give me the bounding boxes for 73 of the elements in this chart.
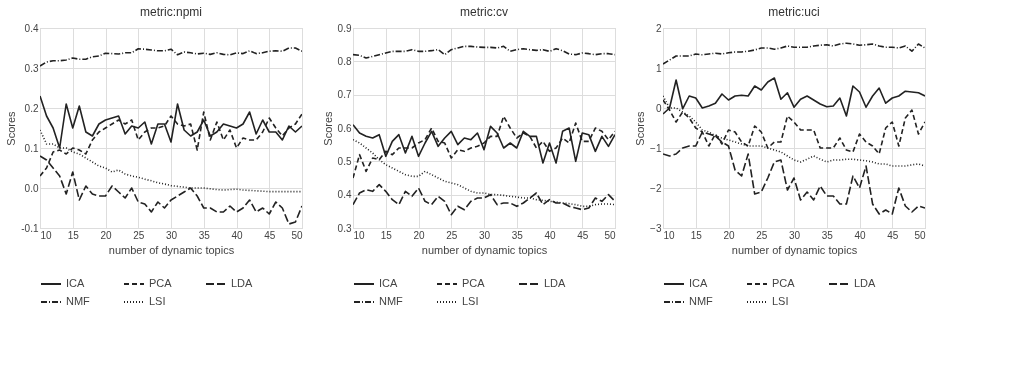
- x-axis-title: number of dynamic topics: [108, 243, 235, 256]
- x-tick-label: 25: [133, 229, 145, 241]
- line-series: [353, 45, 615, 59]
- y-tick-label: 0.6: [337, 122, 352, 134]
- legend-label: ICA: [66, 277, 85, 289]
- x-tick-label: 30: [165, 229, 178, 241]
- legend-label: LSI: [772, 295, 789, 307]
- x-tick-label: 40: [854, 229, 866, 241]
- line-series: [40, 47, 302, 67]
- legend-label: NMF: [66, 295, 91, 307]
- y-axis-title: Scores: [634, 110, 647, 146]
- x-tick-label: 45: [887, 229, 899, 241]
- x-tick-label: 25: [756, 229, 768, 241]
- x-tick-label: 40: [231, 229, 243, 241]
- legend-label: LDA: [231, 277, 254, 289]
- chart-title: metric:uci: [768, 5, 820, 19]
- x-tick-label: 35: [821, 229, 834, 241]
- legend-label: ICA: [379, 277, 398, 289]
- y-tick-label: −2: [650, 182, 662, 194]
- y-tick-label: 0.4: [337, 189, 352, 201]
- legend-label: LSI: [149, 295, 166, 307]
- legend-label: ICA: [689, 277, 708, 289]
- x-tick-label: 35: [198, 229, 211, 241]
- y-tick-label: 0.9: [337, 22, 352, 34]
- y-tick-label: 1: [655, 62, 662, 74]
- legend-label: PCA: [772, 277, 796, 289]
- chart-title: metric:npmi: [139, 5, 203, 19]
- x-tick-label: 50: [914, 229, 926, 241]
- x-tick-label: 30: [788, 229, 801, 241]
- x-tick-label: 20: [413, 229, 425, 241]
- legend-label: NMF: [689, 295, 714, 307]
- y-tick-label: 0.7: [337, 89, 352, 101]
- legend-label: NMF: [379, 295, 404, 307]
- y-tick-label: 0.8: [337, 55, 352, 67]
- x-tick-label: 15: [690, 229, 703, 241]
- line-series: [663, 42, 925, 65]
- legend-label: PCA: [149, 277, 173, 289]
- y-tick-label: 0.2: [24, 102, 39, 114]
- x-tick-label: 20: [100, 229, 112, 241]
- y-tick-label: 0.0: [24, 182, 39, 194]
- legend-label: LSI: [462, 295, 479, 307]
- x-tick-label: 50: [604, 229, 616, 241]
- x-tick-label: 35: [511, 229, 524, 241]
- chart-title: metric:cv: [460, 5, 508, 19]
- x-tick-label: 25: [446, 229, 458, 241]
- y-axis-title: Scores: [5, 110, 18, 146]
- y-tick-label: -0.1: [21, 222, 39, 234]
- y-tick-label: 0.5: [337, 155, 352, 167]
- x-tick-label: 10: [663, 229, 676, 241]
- x-tick-label: 40: [544, 229, 556, 241]
- x-tick-label: 45: [264, 229, 276, 241]
- x-axis-title: number of dynamic topics: [731, 243, 858, 256]
- y-axis-title: Scores: [321, 110, 334, 146]
- x-tick-label: 30: [478, 229, 491, 241]
- x-tick-label: 10: [40, 229, 53, 241]
- y-tick-label: 0.1: [24, 142, 39, 154]
- y-tick-label: 2: [655, 22, 662, 34]
- y-tick-label: 0.4: [24, 22, 39, 34]
- x-tick-label: 20: [723, 229, 735, 241]
- x-tick-label: 45: [577, 229, 589, 241]
- legend-label: PCA: [462, 277, 486, 289]
- x-tick-label: 15: [380, 229, 393, 241]
- x-tick-label: 50: [291, 229, 303, 241]
- y-tick-label: −1: [650, 142, 662, 154]
- x-tick-label: 15: [67, 229, 80, 241]
- y-tick-label: 0.3: [24, 62, 39, 74]
- legend-label: LDA: [544, 277, 567, 289]
- y-tick-label: −3: [650, 222, 662, 234]
- x-axis-title: number of dynamic topics: [421, 243, 548, 256]
- y-tick-label: 0: [655, 102, 662, 114]
- x-tick-label: 10: [353, 229, 366, 241]
- y-tick-label: 0.3: [337, 222, 352, 234]
- legend-label: LDA: [854, 277, 877, 289]
